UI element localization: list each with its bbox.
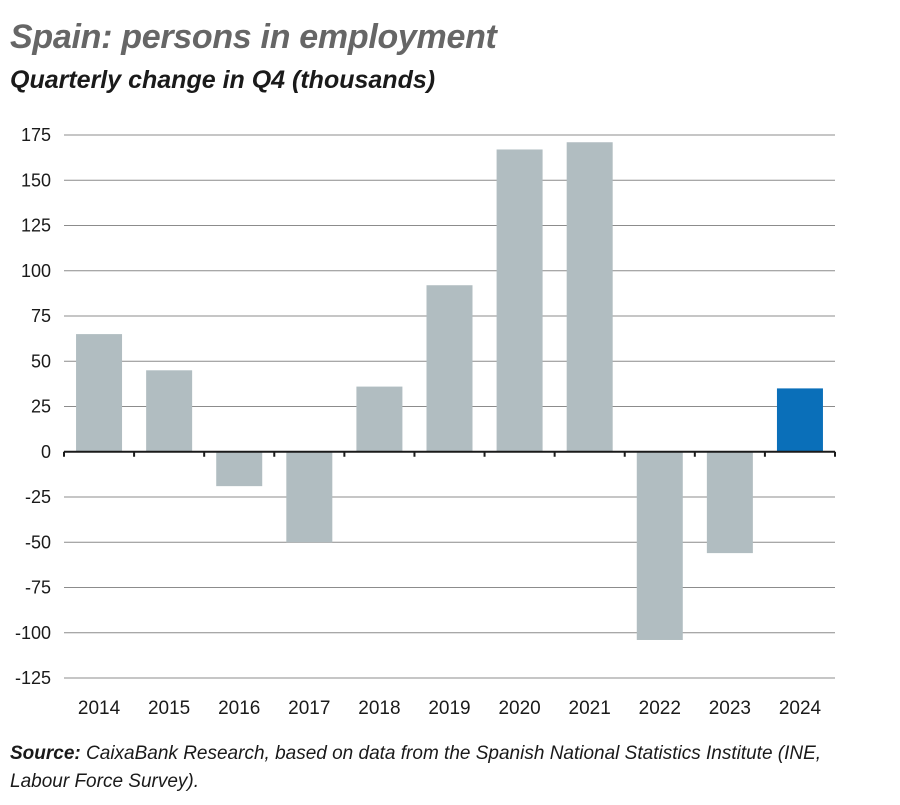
x-tick-label: 2014: [78, 698, 121, 719]
bar-2020: [496, 149, 543, 452]
bar-2018: [356, 386, 403, 452]
x-tick-label: 2020: [498, 698, 540, 719]
bar-2017: [286, 451, 333, 543]
y-tick-label: 125: [21, 216, 51, 236]
bar-2014: [76, 334, 123, 452]
x-axis-tick-labels: 2014 2015 2016 2017 2018 2019 2020 2021 2022 2023…: [78, 698, 822, 719]
x-tick-label: 2022: [639, 698, 681, 719]
x-tick-label: 2023: [709, 698, 751, 719]
source-text: CaixaBank Research, based on data from t…: [10, 743, 822, 792]
bar-2016: [216, 451, 263, 487]
x-tick-label: 2016: [218, 698, 260, 719]
x-tick-label: 2024: [779, 698, 822, 719]
bar-2019: [426, 285, 473, 452]
bars: [76, 142, 823, 640]
bar-chart: 175 150 125 100 75 50 25 0 -25 -50 -75 -100 -125 201…: [15, 125, 836, 719]
y-tick-label: 25: [31, 397, 51, 417]
y-tick-label: -75: [25, 578, 51, 598]
y-tick-label: 50: [31, 351, 51, 371]
x-tick-label: 2021: [569, 698, 611, 719]
bar-2023: [706, 451, 753, 554]
x-tick-label: 2017: [288, 698, 330, 719]
zero-axis: [63, 450, 836, 457]
y-tick-label: -125: [15, 668, 51, 688]
bar-2021: [566, 142, 613, 452]
y-tick-label: 100: [21, 261, 51, 281]
x-tick-label: 2019: [428, 698, 470, 719]
y-tick-label: -50: [25, 532, 51, 552]
x-tick-label: 2015: [148, 698, 190, 719]
y-tick-label: 175: [21, 125, 51, 145]
source-note: Source: CaixaBank Research, based on dat…: [10, 740, 870, 796]
chart-title: Spain: persons in employment: [10, 18, 497, 56]
bar-2022: [636, 451, 683, 640]
bar-2015: [146, 370, 193, 452]
y-tick-label: -100: [15, 623, 51, 643]
y-tick-label: 0: [41, 442, 51, 462]
bar-2024: [776, 388, 823, 452]
y-axis-tick-labels: 175 150 125 100 75 50 25 0 -25 -50 -75 -100 -125: [15, 125, 51, 688]
y-tick-label: -25: [25, 487, 51, 507]
x-tick-label: 2018: [358, 698, 400, 719]
y-tick-label: 75: [31, 306, 51, 326]
chart-subtitle: Quarterly change in Q4 (thousands): [10, 66, 436, 94]
y-tick-label: 150: [21, 170, 51, 190]
source-label: Source:: [10, 743, 81, 764]
